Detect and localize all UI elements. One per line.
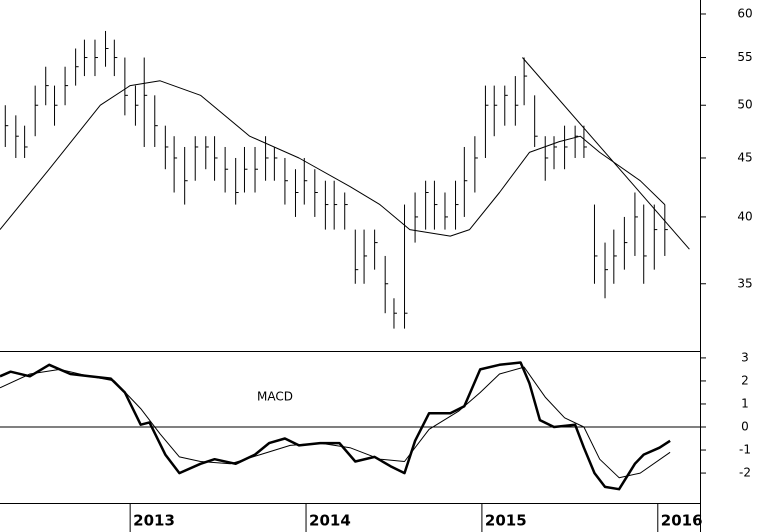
x-tick-label: 2013 — [133, 512, 175, 530]
y-tick-label: 55 — [737, 50, 752, 64]
line — [0, 361, 671, 491]
y-tick-label: 35 — [737, 276, 752, 290]
line — [0, 80, 666, 237]
y-tick-label: 2 — [741, 373, 749, 387]
annotation: MACD — [257, 390, 293, 404]
line — [522, 57, 690, 250]
y-tick-label: 45 — [737, 150, 752, 164]
x-tick-label: 2016 — [661, 512, 703, 530]
y-tick-label: 3 — [741, 350, 749, 364]
y-tick-label: 50 — [737, 98, 752, 112]
y-tick-label: 1 — [741, 396, 749, 410]
line — [0, 366, 671, 479]
y-tick-label: 40 — [737, 209, 752, 223]
y-tick-label: -2 — [739, 466, 751, 480]
x-tick-label: 2015 — [485, 512, 527, 530]
y-tick-label: 60 — [737, 6, 752, 20]
y-tick-label: 0 — [741, 420, 749, 434]
x-tick-label: 2014 — [309, 512, 351, 530]
y-tick-label: -1 — [739, 443, 751, 457]
